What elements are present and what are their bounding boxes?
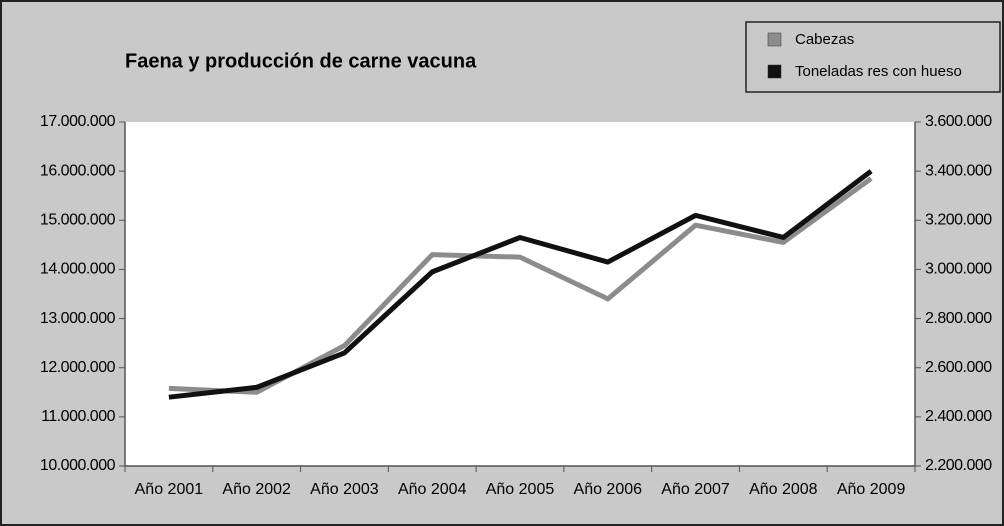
y2-tick-label: 2.600.000: [925, 359, 992, 376]
legend-swatch: [767, 32, 782, 47]
y-tick-label: 13.000.000: [40, 310, 116, 327]
y2-tick-label: 2.800.000: [925, 310, 992, 327]
x-tick-label: Año 2004: [398, 481, 467, 498]
y-tick-label: 14.000.000: [40, 261, 116, 278]
y2-tick-label: 2.200.000: [925, 457, 992, 474]
legend-box: [745, 21, 1001, 93]
legend-swatch: [767, 64, 782, 79]
y-tick-label: 10.000.000: [40, 457, 116, 474]
chart-title: Faena y producción de carne vacuna: [125, 50, 477, 72]
y-tick-label: 15.000.000: [40, 212, 116, 229]
x-tick-label: Año 2001: [135, 481, 204, 498]
y2-tick-label: 2.400.000: [925, 408, 992, 425]
legend-label: Cabezas: [795, 31, 854, 48]
y2-tick-label: 3.400.000: [925, 162, 992, 179]
x-tick-label: Año 2007: [661, 481, 730, 498]
x-tick-label: Año 2005: [486, 481, 555, 498]
y-tick-label: 16.000.000: [40, 162, 116, 179]
x-tick-label: Año 2009: [837, 481, 906, 498]
y-tick-label: 12.000.000: [40, 359, 116, 376]
x-tick-label: Año 2003: [310, 481, 379, 498]
x-tick-label: Año 2008: [749, 481, 818, 498]
plot-area: [125, 122, 915, 466]
legend-label: Toneladas res con hueso: [795, 63, 962, 80]
y-tick-label: 17.000.000: [40, 113, 116, 130]
y2-tick-label: 3.000.000: [925, 261, 992, 278]
x-tick-label: Año 2006: [574, 481, 643, 498]
x-tick-label: Año 2002: [222, 481, 291, 498]
y-tick-label: 11.000.000: [41, 408, 115, 425]
y2-tick-label: 3.200.000: [925, 212, 992, 229]
series-line: [168, 169, 873, 400]
y2-tick-label: 3.600.000: [925, 113, 992, 130]
